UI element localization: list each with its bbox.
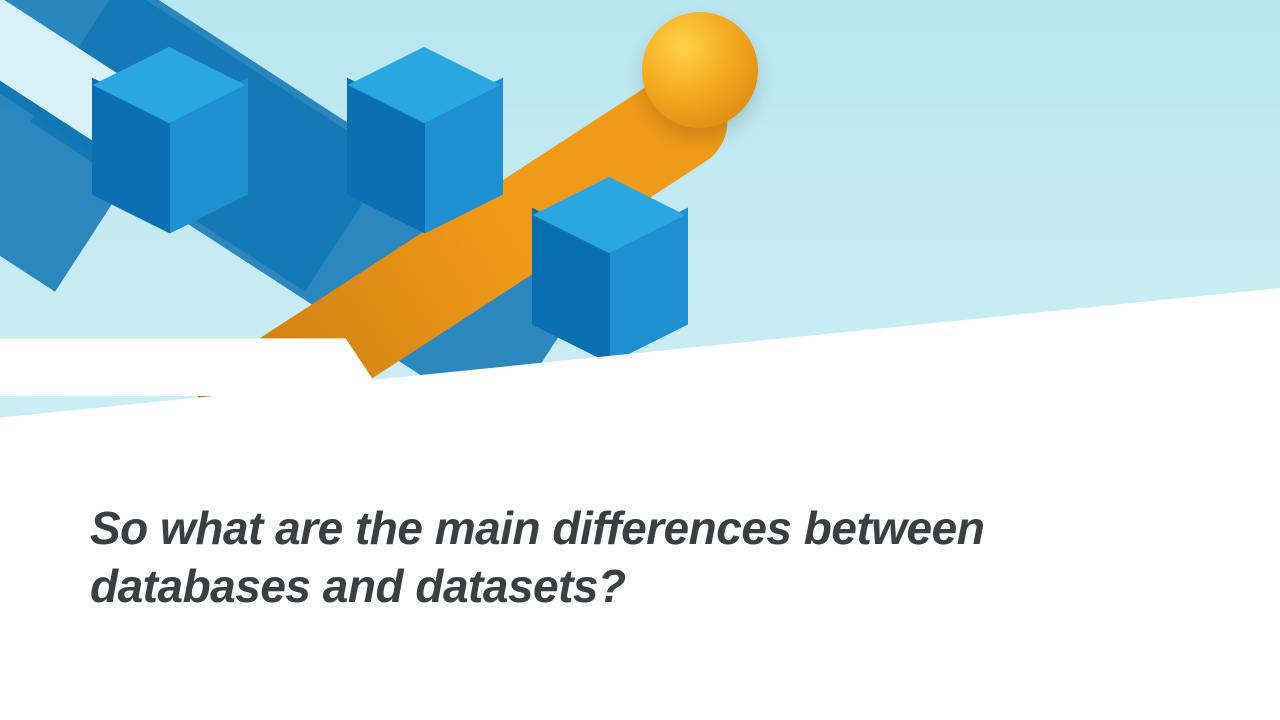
slide-headline: So what are the main differences between… [90,500,1160,615]
sphere-icon [642,12,758,128]
slide: So what are the main differences between… [0,0,1280,720]
